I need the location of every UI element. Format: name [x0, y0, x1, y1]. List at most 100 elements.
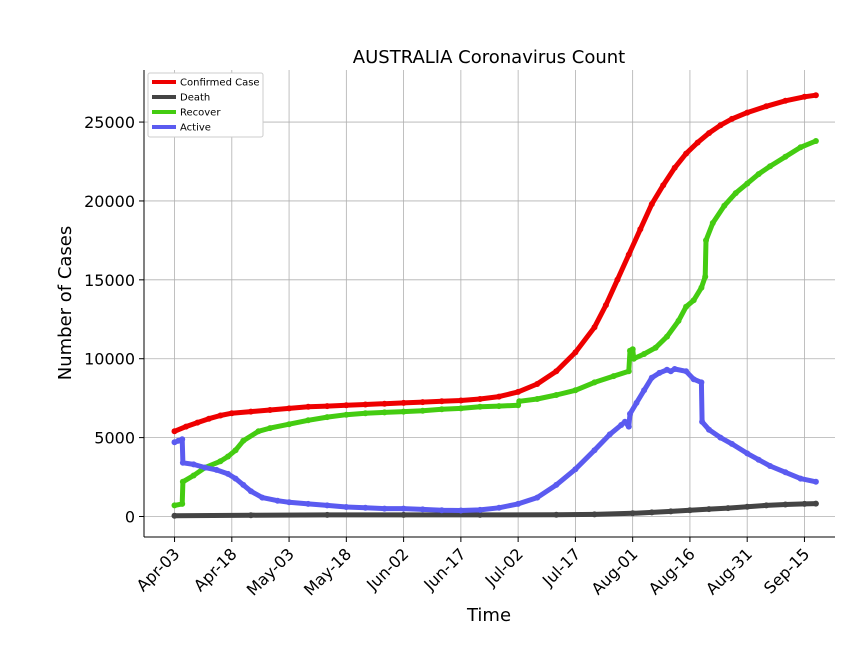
- data-point-active: [656, 369, 663, 376]
- data-point-confirmed-case: [205, 415, 212, 422]
- y-tick-label: 0: [125, 507, 135, 526]
- data-point-death: [477, 511, 483, 518]
- data-point-confirmed-case: [637, 226, 644, 233]
- data-point-confirmed-case: [228, 410, 235, 417]
- series-death: [171, 500, 819, 519]
- data-point-active: [671, 366, 678, 372]
- x-tick-label: Jun-02: [362, 544, 412, 594]
- legend-label-active: Active: [180, 123, 211, 134]
- axes: [143, 70, 835, 538]
- data-point-active: [190, 461, 197, 468]
- data-point-recover: [702, 273, 709, 280]
- data-point-confirmed-case: [763, 103, 770, 110]
- data-point-recover: [534, 396, 541, 402]
- data-point-active: [362, 504, 369, 511]
- data-point-active: [699, 418, 706, 425]
- data-point-confirmed-case: [171, 428, 178, 435]
- data-point-recover: [438, 406, 445, 413]
- data-point-recover: [690, 297, 697, 304]
- data-point-active: [782, 469, 789, 476]
- data-point-active: [553, 481, 560, 488]
- y-ticks: 0 5000 10000 15000 20000 25000: [84, 113, 144, 526]
- data-point-recover: [553, 392, 560, 398]
- data-point-confirmed-case: [782, 97, 789, 104]
- data-point-recover: [225, 453, 231, 460]
- data-point-active: [648, 374, 655, 381]
- data-point-death: [648, 509, 655, 516]
- data-point-recover: [179, 500, 186, 507]
- data-point-active: [232, 475, 239, 482]
- data-point-recover: [362, 410, 369, 417]
- data-point-death: [667, 508, 674, 515]
- data-point-death: [324, 511, 331, 518]
- data-point-death: [247, 512, 254, 519]
- data-point-death: [782, 501, 789, 508]
- data-point-confirmed-case: [717, 122, 724, 129]
- x-tick-label: Aug-31: [702, 544, 756, 598]
- data-point-confirmed-case: [812, 92, 819, 99]
- data-point-recover: [324, 414, 331, 421]
- data-point-confirmed-case: [400, 399, 407, 406]
- data-point-death: [725, 505, 732, 512]
- data-point-active: [496, 504, 502, 511]
- data-point-recover: [625, 368, 632, 375]
- data-point-active: [606, 431, 613, 438]
- data-point-confirmed-case: [362, 401, 369, 408]
- data-point-death: [812, 500, 819, 507]
- series-line-death: [172, 501, 819, 519]
- data-point-recover: [630, 355, 637, 362]
- data-point-recover: [652, 344, 659, 351]
- data-point-death: [763, 502, 770, 509]
- data-point-recover: [675, 317, 682, 324]
- data-point-recover: [217, 458, 224, 465]
- data-point-recover: [572, 387, 579, 394]
- data-point-active: [683, 368, 690, 375]
- data-point-active: [591, 447, 598, 454]
- data-point-recover: [755, 171, 762, 178]
- data-point-confirmed-case: [553, 368, 560, 375]
- data-point-active: [438, 507, 445, 514]
- data-point-death: [400, 511, 407, 518]
- data-point-active: [767, 463, 774, 469]
- data-point-active: [641, 387, 648, 394]
- data-point-active: [698, 379, 705, 386]
- data-point-confirmed-case: [801, 93, 808, 100]
- data-point-recover: [179, 478, 186, 485]
- data-point-confirmed-case: [286, 405, 293, 412]
- data-point-active: [572, 466, 579, 473]
- data-point-confirmed-case: [660, 182, 667, 189]
- data-point-active: [728, 440, 735, 447]
- x-tick-label: Jul-17: [538, 544, 584, 590]
- x-tick-label: Jun-17: [419, 544, 469, 594]
- data-point-recover: [629, 346, 636, 353]
- data-point-active: [381, 505, 388, 512]
- data-point-active: [457, 507, 464, 514]
- data-point-death: [744, 503, 751, 510]
- data-point-death: [686, 507, 693, 514]
- data-point-active: [247, 488, 254, 495]
- x-tick-label: Apr-18: [190, 544, 241, 595]
- data-point-active: [625, 423, 632, 430]
- data-point-recover: [591, 379, 598, 386]
- x-tick-label: Apr-03: [133, 544, 184, 595]
- data-point-confirmed-case: [324, 403, 331, 410]
- data-point-recover: [709, 220, 716, 226]
- data-point-confirmed-case: [194, 419, 201, 426]
- data-point-active: [240, 481, 247, 488]
- y-tick-label: 20000: [84, 192, 135, 211]
- data-point-active: [627, 410, 633, 417]
- data-point-confirmed-case: [477, 396, 483, 402]
- data-point-active: [812, 478, 819, 485]
- data-point-confirmed-case: [591, 324, 598, 331]
- data-point-death: [591, 511, 598, 518]
- data-point-active: [343, 504, 350, 510]
- data-point-death: [801, 500, 808, 507]
- data-point-confirmed-case: [381, 400, 388, 407]
- data-point-recover: [812, 138, 819, 144]
- data-point-confirmed-case: [648, 201, 655, 208]
- data-point-confirmed-case: [534, 381, 541, 387]
- x-tick-label: Aug-01: [587, 544, 641, 598]
- data-point-active: [202, 464, 209, 471]
- x-axis-title: Time: [466, 605, 511, 626]
- data-point-recover: [683, 303, 690, 310]
